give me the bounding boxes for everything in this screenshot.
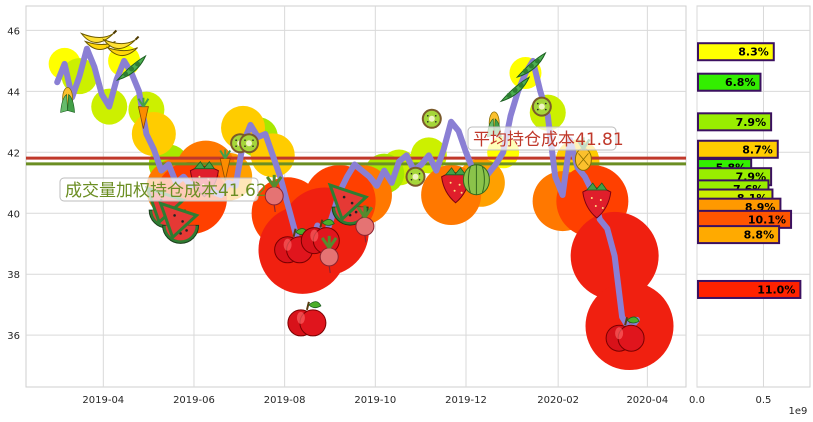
volume-bar bbox=[697, 72, 762, 92]
x-tick-label: 2019-06 bbox=[173, 395, 215, 406]
volume-bar-label: 8.3% bbox=[738, 46, 769, 59]
x-tick-label: 2020-02 bbox=[537, 395, 579, 406]
x-tick-label: 2019-12 bbox=[445, 395, 487, 406]
volume-bar-label: 8.8% bbox=[744, 229, 775, 242]
volume-bars: 8.3%6.8%7.9%8.7%5.8%7.9%7.6%8.1%8.9%10.1… bbox=[697, 42, 802, 299]
volume-bar bbox=[697, 225, 781, 245]
weighted-cost-annotation-text: 成交量加权持仓成本41.62 bbox=[65, 181, 267, 201]
avg-cost-annotation-text: 平均持仓成本41.81 bbox=[473, 130, 624, 150]
kiwi-icon bbox=[421, 108, 442, 129]
y-tick-label: 36 bbox=[7, 331, 20, 342]
x-tick-label: 2019-04 bbox=[82, 395, 124, 406]
y-tick-label: 38 bbox=[7, 270, 20, 281]
volume-bar bbox=[697, 279, 802, 299]
volume-panel-ticks: 0.0 0.5 bbox=[689, 395, 771, 406]
volume-x-tick-label: 0.5 bbox=[756, 395, 772, 406]
volume-bar bbox=[697, 139, 779, 159]
y-tick-label: 44 bbox=[7, 87, 20, 98]
volume-x-tick-label: 0.0 bbox=[689, 395, 705, 406]
volume-bar-label: 7.9% bbox=[736, 116, 767, 129]
volume-bar-label: 6.8% bbox=[725, 76, 756, 89]
volume-scale-label: 1e9 bbox=[789, 406, 808, 417]
volume-bar-label: 10.1% bbox=[748, 213, 786, 226]
avg-cost-annotation: 平均持仓成本41.81 bbox=[467, 126, 624, 151]
y-tick-label: 40 bbox=[7, 209, 20, 220]
x-tick-label: 2019-08 bbox=[264, 395, 306, 406]
kiwi-icon bbox=[531, 96, 552, 117]
melon-icon bbox=[462, 164, 490, 196]
weighted-cost-annotation: 成交量加权持仓成本41.62 bbox=[59, 177, 267, 202]
avg-cost-annotation-box bbox=[467, 126, 617, 151]
volume-bar-label: 11.0% bbox=[757, 283, 795, 296]
weighted-cost-annotation-box bbox=[59, 177, 259, 202]
kiwi-icon bbox=[239, 133, 259, 154]
x-tick-label: 2019-10 bbox=[354, 395, 396, 406]
y-tick-label: 42 bbox=[7, 148, 20, 159]
cost-annotations: 平均持仓成本41.81 成交量加权持仓成本41.62 bbox=[59, 126, 624, 202]
volume-bar bbox=[697, 112, 773, 132]
volume-distribution-panel: 8.3%6.8%7.9%8.7%5.8%7.9%7.6%8.1%8.9%10.1… bbox=[689, 5, 811, 417]
price-chart-ticks: 2019-04 2019-06 2019-08 2019-10 2019-12 2020-… bbox=[7, 26, 668, 406]
x-tick-label: 2020-04 bbox=[626, 395, 668, 406]
y-tick-label: 46 bbox=[7, 26, 20, 37]
kiwi-icon bbox=[405, 166, 426, 187]
volume-bar-label: 8.7% bbox=[742, 143, 773, 156]
price-line bbox=[54, 45, 640, 333]
volume-bar bbox=[697, 42, 775, 62]
price-chart-panel: 2019-04 2019-06 2019-08 2019-10 2019-12 2020-… bbox=[7, 5, 687, 406]
